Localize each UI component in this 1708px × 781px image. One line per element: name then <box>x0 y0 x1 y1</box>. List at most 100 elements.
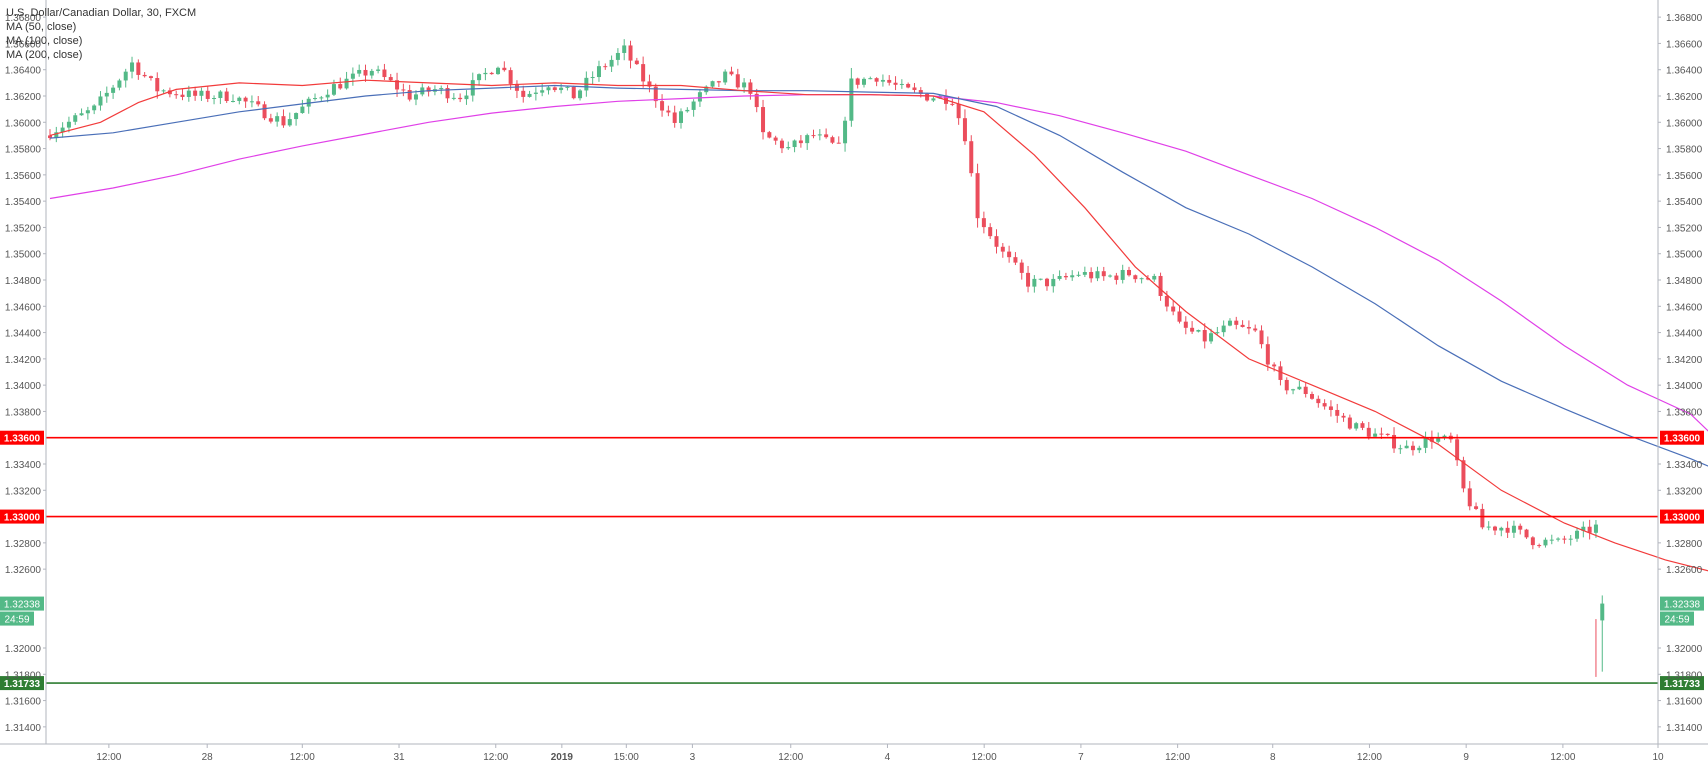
candle-body <box>1354 423 1359 429</box>
legend-ma200[interactable]: MA (200, close) <box>6 49 83 61</box>
candle-body <box>388 77 393 81</box>
y-tick-label-left: 1.36000 <box>5 118 42 129</box>
legend-ma100[interactable]: MA (100, close) <box>6 35 83 47</box>
x-tick-label: 2019 <box>551 752 574 763</box>
candle-body <box>615 52 620 60</box>
y-tick-label-right: 1.34000 <box>1666 381 1703 392</box>
y-tick-label-right: 1.36400 <box>1666 66 1703 77</box>
candle-body <box>1101 271 1106 277</box>
candle-body <box>1379 433 1384 435</box>
candle-body <box>660 101 665 111</box>
candle-body <box>1480 508 1485 528</box>
candle-body <box>186 90 191 97</box>
y-tick-label-left: 1.35000 <box>5 250 42 261</box>
y-tick-label-right: 1.34200 <box>1666 355 1703 366</box>
candle-body <box>331 84 336 95</box>
candle-body <box>596 66 601 78</box>
level-label-bg <box>1660 430 1704 445</box>
candle-body <box>237 97 242 101</box>
candle-body <box>496 67 501 75</box>
candle-body <box>1221 325 1226 333</box>
candle-body <box>1234 320 1239 325</box>
candle-body <box>716 81 721 83</box>
candle-body <box>1524 529 1529 538</box>
candle-body <box>634 60 639 65</box>
candle-body <box>571 86 576 99</box>
y-tick-label-left: 1.34000 <box>5 381 42 392</box>
y-tick-label-left: 1.36200 <box>5 92 42 103</box>
level-label-bg <box>0 430 44 445</box>
candle-body <box>1505 527 1510 533</box>
candle-body <box>319 97 324 99</box>
candle-body <box>249 101 254 103</box>
candle-body <box>950 103 955 105</box>
candle-body <box>540 90 545 93</box>
candle-body <box>376 69 381 71</box>
candle-body <box>148 76 153 79</box>
candle-body <box>369 70 374 76</box>
candle-body <box>395 80 400 90</box>
x-tick-label: 28 <box>202 752 214 763</box>
candle-body <box>590 77 595 79</box>
candle-body <box>1196 330 1201 332</box>
candle-body <box>1562 538 1567 540</box>
candle-body <box>281 116 286 126</box>
candle-body <box>1455 439 1460 461</box>
candle-body <box>66 121 71 128</box>
level-label: 1.33000 <box>1664 513 1701 524</box>
level-label-bg <box>1660 676 1704 691</box>
candle-body <box>861 78 866 85</box>
candle-body <box>1499 527 1504 531</box>
candle-body <box>1227 320 1232 326</box>
candle-body <box>830 137 835 143</box>
candle-body <box>653 86 658 102</box>
legend-ma50[interactable]: MA (50, close) <box>6 21 77 33</box>
last-price-label-bg <box>0 596 44 611</box>
candle-body <box>313 98 318 100</box>
candle-body <box>1310 394 1314 399</box>
x-tick-label: 12:00 <box>778 752 803 763</box>
x-tick-label: 9 <box>1463 752 1469 763</box>
candle-body <box>205 90 210 99</box>
candle-body <box>1404 445 1409 449</box>
y-tick-label-left: 1.32000 <box>5 644 42 655</box>
candle-body <box>559 87 564 91</box>
candle-body <box>931 98 936 101</box>
candle-body <box>382 69 387 78</box>
candle-body <box>256 101 261 105</box>
candle-body <box>174 94 179 96</box>
candle-body <box>735 74 740 88</box>
candle-body <box>603 66 608 68</box>
candle-body <box>988 227 993 237</box>
candle-body <box>79 113 84 116</box>
candle-body <box>1089 272 1094 279</box>
candle-body <box>1518 525 1523 530</box>
candle-body <box>123 71 128 81</box>
candle-body <box>742 82 747 88</box>
y-tick-label-right: 1.34800 <box>1666 276 1703 287</box>
candle-body <box>609 59 614 67</box>
candle-body <box>1253 328 1258 331</box>
candle-body <box>1026 272 1031 287</box>
level-label-bg <box>0 509 44 524</box>
x-tick-label: 31 <box>393 752 405 763</box>
y-tick-label-left: 1.34200 <box>5 355 42 366</box>
candle-body <box>193 90 198 96</box>
candle-body <box>1398 448 1403 450</box>
y-tick-label-right: 1.36600 <box>1666 39 1703 50</box>
candle-body <box>527 93 532 97</box>
x-tick-label: 12:00 <box>96 752 121 763</box>
candle-body <box>363 69 368 76</box>
axes-layer: 1.36800 1.36800 1.36600 1.36600 1.36400 1.364… <box>0 0 1708 763</box>
candle-body <box>710 81 715 87</box>
candle-body <box>1152 275 1157 280</box>
horizontal-lines-layer: 1.33600 1.33600 1.33000 1.33000 1.31733 1.317… <box>0 430 1704 691</box>
candle-body <box>180 94 185 97</box>
candle-body <box>824 134 829 138</box>
candle-body <box>918 90 923 94</box>
candle-body <box>1272 364 1277 367</box>
y-tick-label-left: 1.31600 <box>5 697 42 708</box>
